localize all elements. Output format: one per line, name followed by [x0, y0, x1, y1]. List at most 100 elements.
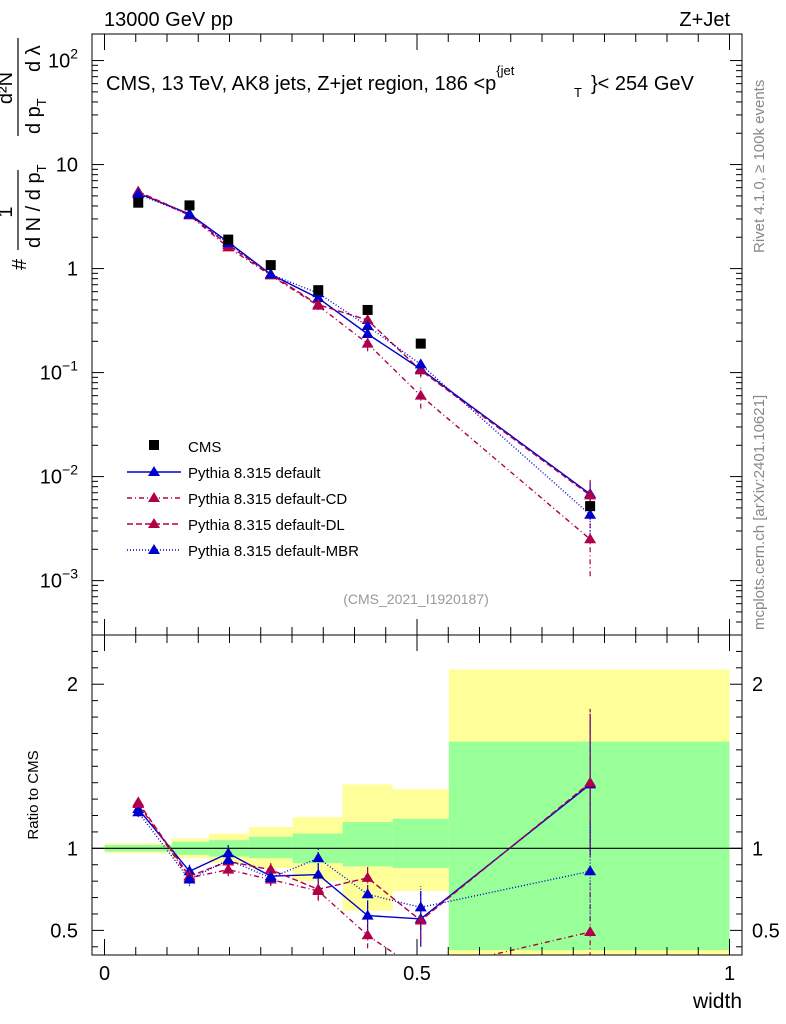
main-series-point — [361, 314, 374, 325]
legend-cms-marker — [149, 440, 159, 450]
main-series-point — [312, 298, 325, 309]
main-series-point — [361, 327, 374, 338]
ratio-series-point — [584, 776, 597, 787]
title-sup: {jet — [496, 63, 514, 78]
main-ytick-label: 102 — [48, 46, 78, 73]
main-series-3 — [132, 188, 597, 535]
legend-cd-marker — [148, 492, 160, 502]
mcplots-label: mcplots.cern.ch [arXiv:2401.10621] — [751, 395, 768, 630]
cms-data-point — [265, 260, 276, 271]
main-series-line — [137, 193, 591, 516]
x-tick-label: 0.5 — [403, 963, 431, 985]
ylabel-dlambda: d λ — [23, 45, 45, 72]
cms-data-point — [313, 285, 324, 296]
ratio-series-point — [222, 863, 235, 874]
main-series-point — [584, 508, 597, 519]
main-series-0 — [132, 187, 597, 510]
uncertainty-band-green — [392, 818, 449, 869]
ratio-series-point — [361, 909, 374, 920]
ratio-series-point — [222, 847, 235, 858]
legend-dl-label: Pythia 8.315 default-DL — [188, 517, 345, 534]
ratio-panel: 0.5 0.5 1 1 2 2 0 0.5 1 Ratio to CMS width — [25, 634, 780, 1013]
main-series-point — [183, 208, 196, 219]
chart-title: CMS, 13 TeV, AK8 jets, Z+jet region, 186… — [106, 63, 695, 100]
ratio-series-point — [312, 868, 325, 879]
legend-cd-label: Pythia 8.315 default-CD — [188, 491, 347, 508]
main-series-point — [361, 320, 374, 331]
ratio-series-line — [137, 782, 591, 922]
ylabel-hash: # — [0, 140, 3, 152]
x-tick-label: 0 — [99, 963, 110, 985]
uncertainty-band-green — [342, 822, 393, 867]
x-tick-label: 1 — [724, 963, 735, 985]
main-ytick-label: 10−3 — [40, 566, 78, 593]
ratio-series-point — [584, 865, 597, 876]
ratio-series-line — [137, 783, 591, 920]
main-ytick-label: 10−2 — [40, 462, 78, 489]
ylabel-frac-den: d N / d pT — [23, 164, 49, 248]
ylabel-prefix: # — [9, 258, 31, 270]
ylabel-den-text: d N / d p — [23, 172, 45, 248]
ratio-ytick-label: 1 — [67, 838, 78, 860]
ratio-series-point — [264, 871, 277, 882]
ratio-ylabel: Ratio to CMS — [25, 750, 42, 839]
ylabel-d2: d²N — [0, 72, 17, 104]
ratio-series-point — [132, 796, 145, 807]
ratio-series-point — [584, 926, 597, 937]
title-post: }< 254 GeV — [591, 73, 695, 95]
main-series-point — [584, 489, 597, 500]
ylabel-dpt: d pT — [23, 98, 49, 134]
main-series-point — [584, 533, 597, 544]
legend-default-label: Pythia 8.315 default — [188, 465, 321, 482]
title-pre: CMS, 13 TeV, AK8 jets, Z+jet region, 186… — [106, 73, 496, 95]
legend-dl-marker — [148, 518, 160, 528]
title-sub: T — [574, 85, 582, 100]
ratio-ytick-label-right: 2 — [752, 674, 763, 696]
ylabel-dpt-sub: T — [34, 98, 49, 106]
x-axis-label: width — [692, 990, 742, 1013]
ylabel-dpt-text: d p — [23, 106, 45, 134]
cms-data-point — [184, 200, 195, 211]
ratio-ytick-label-right: 1 — [752, 838, 763, 860]
ratio-series-point — [361, 871, 374, 882]
ratio-series-point — [414, 901, 427, 912]
cms-data-point — [415, 338, 426, 349]
ratio-series-point — [312, 883, 325, 894]
cms-data-point — [223, 234, 234, 245]
ylabel-den-sub: T — [34, 164, 49, 172]
main-ytick-label: 10 — [56, 155, 78, 177]
main-series-point — [361, 337, 374, 348]
main-ylabel: # 1 d N / d pT # d²N d pT d λ — [0, 38, 49, 270]
legend-mbr-marker — [148, 544, 160, 554]
header-left: 13000 GeV pp — [104, 9, 233, 31]
main-data-points — [133, 197, 596, 512]
legend-cms-label: CMS — [188, 439, 221, 456]
ratio-series-3 — [132, 806, 597, 929]
cms-data-point — [362, 304, 373, 315]
ratio-series-point — [132, 806, 145, 817]
main-ytick-label: 10−1 — [40, 358, 78, 385]
uncertainty-band-green — [448, 741, 730, 951]
ratio-series-point — [264, 863, 277, 874]
legend-default-marker — [148, 466, 160, 476]
ratio-ytick-label: 2 — [67, 674, 78, 696]
main-series-point — [414, 358, 427, 369]
main-series-line — [137, 192, 591, 495]
ratio-series-line — [137, 803, 591, 955]
main-ytick-label: 1 — [67, 259, 78, 281]
main-series-point — [264, 268, 277, 279]
header-right: Z+Jet — [679, 9, 730, 31]
analysis-tag: (CMS_2021_I1920187) — [343, 591, 489, 607]
main-panel: 10−3 10−2 10−1 1 10 102 CMS, 13 TeV, AK8 jets… — [0, 33, 743, 636]
ratio-series-point — [361, 888, 374, 899]
ratio-series-point — [312, 852, 325, 863]
ratio-ytick-label: 0.5 — [50, 920, 78, 942]
uncertainty-band-green — [248, 836, 293, 859]
legend: CMS Pythia 8.315 default Pythia 8.315 de… — [127, 439, 359, 560]
main-series-point — [414, 389, 427, 400]
main-series-point — [132, 188, 145, 199]
ratio-series-point — [222, 853, 235, 864]
rivet-label: Rivet 4.1.0, ≥ 100k events — [751, 80, 768, 253]
cms-data-point — [133, 197, 144, 208]
